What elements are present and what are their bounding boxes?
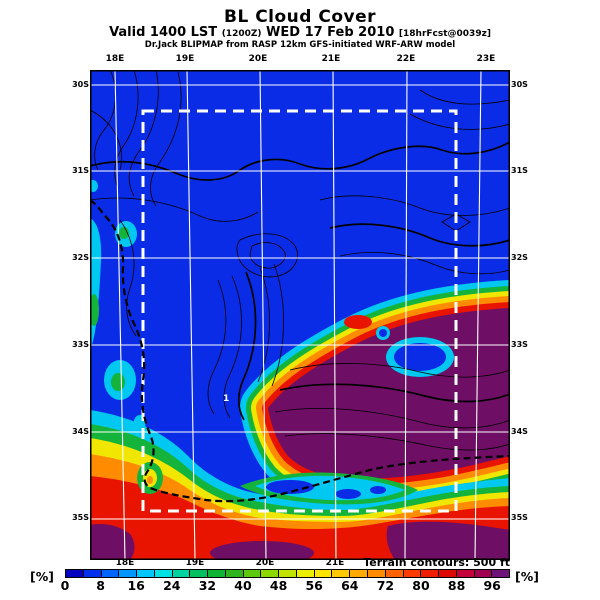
- valid-zulu: (1200Z): [221, 29, 262, 39]
- top-lon-20e: 20E: [248, 54, 268, 64]
- coastline: [89, 199, 511, 503]
- colorbar-segment: [172, 570, 191, 577]
- colorbar-segment: [137, 570, 155, 577]
- right-lat-32s: 32S: [511, 253, 528, 262]
- left-lat-33s: 33S: [72, 340, 89, 349]
- valid-prefix: Valid 1400 LST: [109, 25, 218, 40]
- map-canvas: 1: [88, 69, 538, 565]
- lat-lon-graticule: [90, 69, 510, 561]
- left-lat-34s: 34S: [72, 427, 89, 436]
- colorbar-tick-24: 24: [163, 578, 181, 593]
- colorbar-tick-32: 32: [198, 578, 217, 593]
- inner-domain-dashed-box: [141, 109, 458, 513]
- bottom-lon-18e: 18E: [115, 558, 135, 568]
- colorbar-tick-8: 8: [96, 578, 105, 593]
- colorbar-segment: [332, 570, 351, 577]
- colorbar: [65, 569, 510, 578]
- right-lat-30s: 30S: [511, 80, 528, 89]
- colorbar-tick-56: 56: [305, 578, 323, 593]
- colorbar-segment: [421, 570, 440, 577]
- colorbar-segment: [190, 570, 209, 577]
- clear-holes: [376, 326, 454, 377]
- colorbar-unit-right: [%]: [515, 569, 539, 584]
- colorbar-segment: [154, 570, 173, 577]
- top-lon-21e: 21E: [321, 54, 341, 64]
- left-lat-35s: 35S: [72, 513, 89, 522]
- colorbar-segment: [492, 570, 510, 577]
- colorbar-segment: [261, 570, 280, 577]
- bottom-lon-21e: 21E: [325, 558, 345, 568]
- right-lat-35s: 35S: [511, 513, 528, 522]
- colorbar-tick-48: 48: [269, 578, 288, 593]
- colorbar-tick-0: 0: [60, 578, 70, 593]
- cape-peninsula-cloud: [137, 462, 163, 494]
- colorbar-segment: [314, 570, 333, 577]
- colorbar-segment: [403, 570, 422, 577]
- model-attribution: Dr.Jack BLIPMAP from RASP 12km GFS-initi…: [144, 40, 456, 50]
- colorbar-unit-left: [%]: [30, 569, 54, 584]
- page-title: BL Cloud Cover: [223, 7, 377, 27]
- colorbar-segment: [456, 570, 475, 577]
- colorbar-tick-40: 40: [234, 578, 252, 593]
- colorbar-tick-80: 80: [412, 578, 430, 593]
- colorbar-segment: [101, 570, 120, 577]
- valid-time-line: Valid 1400 LST (1200Z) WED 17 Feb 2010 […: [0, 25, 600, 40]
- colorbar-segment: [385, 570, 404, 577]
- cloud-cover-map: 1: [88, 69, 538, 565]
- terrain-contours: [89, 69, 511, 451]
- colorbar-segment: [474, 570, 493, 577]
- top-lon-22e: 22E: [396, 54, 416, 64]
- top-lon-23e: 23E: [476, 54, 496, 64]
- colorbar-tick-72: 72: [376, 578, 395, 593]
- colorbar-tick-64: 64: [341, 578, 359, 593]
- colorbar-segment: [243, 570, 262, 577]
- colorbar-segment: [225, 570, 244, 577]
- colorbar-segment: [66, 570, 84, 577]
- left-lat-32s: 32S: [72, 253, 89, 262]
- right-lat-31s: 31S: [511, 166, 528, 175]
- terrain-contour-note: Terrain contours: 500 ft: [363, 556, 510, 569]
- bottom-lon-19e: 19E: [185, 558, 205, 568]
- map-frame: [90, 70, 510, 560]
- colorbar-segment: [296, 570, 315, 577]
- bottom-lon-20e: 20E: [255, 558, 275, 568]
- colorbar-tick-88: 88: [447, 578, 466, 593]
- colorbar-segment: [439, 570, 457, 577]
- colorbar-segment: [119, 570, 138, 577]
- right-lat-34s: 34S: [511, 427, 528, 436]
- contour-value-label: 1: [223, 394, 229, 404]
- coastal-clear-slot: [240, 472, 418, 505]
- left-lat-31s: 31S: [72, 166, 89, 175]
- colorbar-segment: [83, 570, 102, 577]
- colorbar-tick-96: 96: [483, 578, 501, 593]
- top-lon-19e: 19E: [175, 54, 195, 64]
- colorbar-segment: [350, 570, 369, 577]
- valid-fcst: [18hrFcst@0039z]: [398, 29, 491, 39]
- colorbar-segment: [208, 570, 226, 577]
- left-lat-30s: 30S: [72, 80, 89, 89]
- colorbar-segment: [279, 570, 297, 577]
- valid-date: WED 17 Feb 2010: [266, 25, 395, 40]
- colorbar-segment: [368, 570, 386, 577]
- right-lat-33s: 33S: [511, 340, 528, 349]
- colorbar-tick-16: 16: [127, 578, 145, 593]
- top-lon-18e: 18E: [105, 54, 125, 64]
